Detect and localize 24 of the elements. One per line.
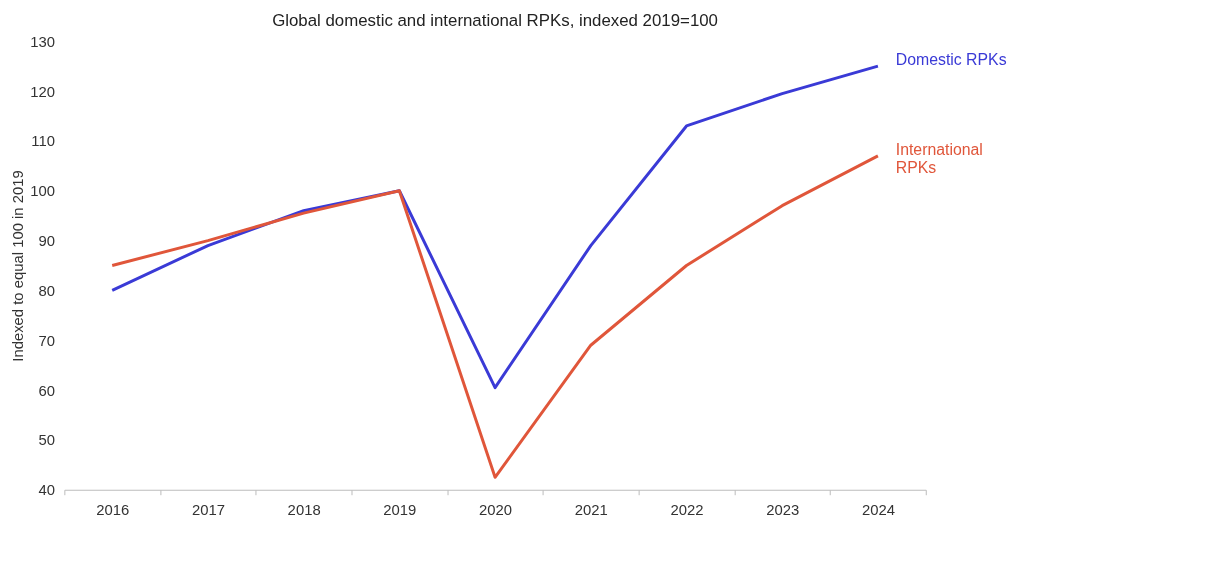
x-tick-label: 2021 bbox=[574, 502, 608, 519]
y-axis-title: Indexed to equal 100 in 2019 bbox=[10, 170, 27, 362]
series-label: Domestic RPKs bbox=[895, 51, 1007, 69]
chart-title: Global domestic and international RPKs, indexed 2019=100 bbox=[272, 11, 718, 31]
x-tick-label: 2022 bbox=[670, 502, 704, 519]
x-tick-label: 2017 bbox=[191, 502, 225, 519]
y-tick-label: 120 bbox=[30, 83, 55, 100]
y-tick-label: 40 bbox=[38, 482, 55, 499]
y-tick-label: 90 bbox=[38, 233, 55, 250]
y-tick-label: 60 bbox=[38, 382, 55, 399]
y-tick-label: 50 bbox=[38, 432, 55, 449]
x-tick-label: 2020 bbox=[479, 502, 513, 519]
y-tick-label: 100 bbox=[30, 183, 55, 200]
x-tick-label: 2023 bbox=[766, 502, 800, 519]
y-tick-label: 130 bbox=[30, 33, 55, 50]
y-tick-label: 110 bbox=[31, 133, 55, 150]
y-tick-label: 80 bbox=[38, 282, 55, 299]
x-tick-label: 2016 bbox=[96, 502, 130, 519]
x-tick-label: 2019 bbox=[383, 502, 417, 519]
y-tick-label: 70 bbox=[38, 332, 55, 349]
x-tick-label: 2024 bbox=[861, 502, 895, 519]
x-tick-label: 2018 bbox=[287, 502, 321, 519]
series-label: International RPKs bbox=[895, 140, 983, 176]
line-series bbox=[110, 154, 880, 479]
